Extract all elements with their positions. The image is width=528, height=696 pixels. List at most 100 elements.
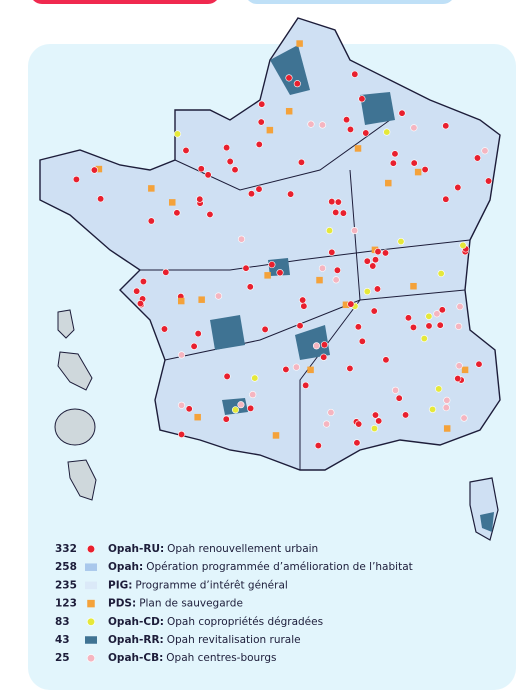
map-marker — [287, 190, 295, 198]
map-marker — [389, 159, 397, 167]
legend-count: 25 — [55, 652, 70, 664]
map-marker — [323, 420, 331, 428]
legend-count: 332 — [55, 543, 77, 555]
legend-label: Opah: Opération programmée d’amélioration… — [108, 561, 413, 573]
map-marker — [410, 124, 418, 132]
map-marker — [178, 351, 186, 359]
map-marker — [247, 190, 256, 198]
map-marker — [443, 425, 451, 432]
legend-text: Programme d’intérêt général — [135, 579, 287, 591]
map-marker — [414, 168, 422, 176]
map-marker — [442, 404, 450, 412]
map-marker — [442, 122, 450, 130]
map-marker — [226, 157, 234, 166]
map-marker — [328, 198, 336, 206]
map-marker — [173, 130, 182, 138]
map-marker — [354, 145, 362, 152]
guadeloupe — [57, 309, 75, 339]
legend-text: Opération programmée d’amélioration de l… — [146, 561, 413, 573]
legend-code: Opah: — [108, 561, 143, 573]
legend-swatch — [85, 563, 97, 571]
map-marker — [373, 285, 382, 293]
map-marker — [333, 266, 341, 274]
map-marker — [147, 217, 155, 225]
map-marker — [296, 322, 304, 330]
corsica-rr — [480, 512, 494, 532]
map-marker — [433, 310, 441, 318]
top-button-right[interactable] — [245, 0, 455, 4]
map-marker — [461, 366, 469, 374]
legend-label: PIG: Programme d’intérêt général — [108, 579, 288, 591]
map-marker — [302, 381, 310, 389]
map-marker — [214, 292, 223, 300]
map-marker — [255, 185, 263, 193]
legend-code: PDS: — [108, 598, 136, 610]
map-marker — [410, 282, 417, 290]
map-marker — [272, 432, 280, 439]
map-marker — [355, 420, 363, 428]
map-marker — [169, 199, 176, 206]
martinique — [57, 351, 93, 391]
legend-code: Opah-RU: — [108, 543, 164, 555]
map-marker — [374, 248, 382, 256]
map-marker — [231, 166, 239, 174]
map-marker — [481, 147, 489, 155]
map-marker — [443, 396, 451, 404]
map-marker — [354, 323, 362, 331]
top-button-left[interactable] — [30, 0, 220, 4]
map-marker — [162, 268, 170, 276]
map-marker — [369, 262, 377, 270]
map-marker — [251, 374, 259, 382]
map-marker — [371, 256, 380, 264]
legend-count: 83 — [55, 616, 70, 628]
map-marker — [312, 342, 321, 350]
map-marker — [196, 195, 204, 203]
map-marker — [484, 177, 493, 185]
map-marker — [95, 165, 103, 173]
map-marker — [316, 276, 323, 284]
region-border — [299, 169, 361, 470]
map-marker — [173, 209, 181, 217]
legend-label: Opah-CD: Opah copropriétés dégradées — [108, 616, 323, 628]
map-marker — [285, 107, 293, 115]
legend-code: Opah-RR: — [108, 634, 164, 646]
rr-zone — [210, 315, 245, 350]
map-marker — [342, 116, 351, 124]
map-markers — [72, 40, 493, 450]
map-marker — [346, 364, 354, 373]
map-marker — [296, 40, 303, 47]
map-marker — [460, 414, 468, 422]
legend-text: Plan de sauvegarde — [139, 598, 243, 610]
rr-zone — [360, 92, 395, 125]
map-marker — [442, 195, 450, 203]
map-marker — [261, 325, 269, 333]
rr-zone — [295, 325, 330, 360]
legend-swatch — [86, 654, 96, 663]
map-marker — [363, 257, 371, 265]
map-marker — [318, 264, 326, 272]
map-marker — [409, 323, 417, 331]
map-marker — [325, 227, 334, 235]
map-marker — [247, 404, 255, 412]
map-marker — [249, 391, 257, 399]
map-marker — [318, 121, 327, 129]
map-marker — [391, 386, 400, 394]
legend-count: 43 — [55, 634, 70, 646]
map-marker — [381, 249, 390, 257]
map-marker — [285, 74, 293, 82]
map-marker — [402, 411, 410, 419]
map-marker — [177, 297, 185, 305]
map-marker — [437, 269, 445, 278]
map-marker — [358, 337, 366, 345]
map-marker — [148, 185, 155, 192]
map-marker — [90, 166, 98, 174]
map-marker — [297, 158, 305, 166]
map-marker — [255, 140, 263, 148]
region-border — [140, 239, 471, 271]
legend-code: Opah-CB: — [108, 652, 163, 664]
legend-code: PIG: — [108, 579, 132, 591]
legend-code: Opah-CD: — [108, 616, 164, 628]
map-marker — [332, 276, 340, 284]
map-marker — [454, 183, 462, 192]
legend-text: Opah copropriétés dégradées — [167, 616, 323, 628]
